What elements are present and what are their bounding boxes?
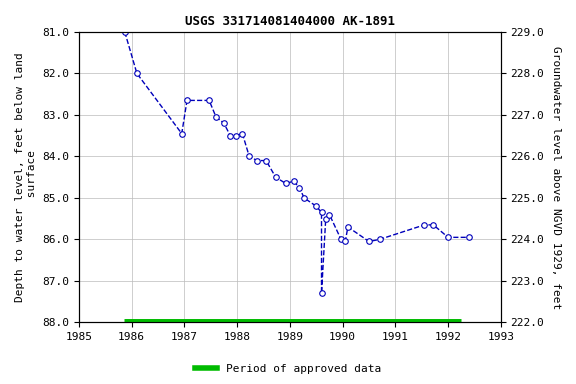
Y-axis label: Depth to water level, feet below land
 surface: Depth to water level, feet below land su… xyxy=(15,52,37,302)
Legend: Period of approved data: Period of approved data xyxy=(191,359,385,379)
Title: USGS 331714081404000 AK-1891: USGS 331714081404000 AK-1891 xyxy=(185,15,395,28)
Y-axis label: Groundwater level above NGVD 1929, feet: Groundwater level above NGVD 1929, feet xyxy=(551,46,561,309)
